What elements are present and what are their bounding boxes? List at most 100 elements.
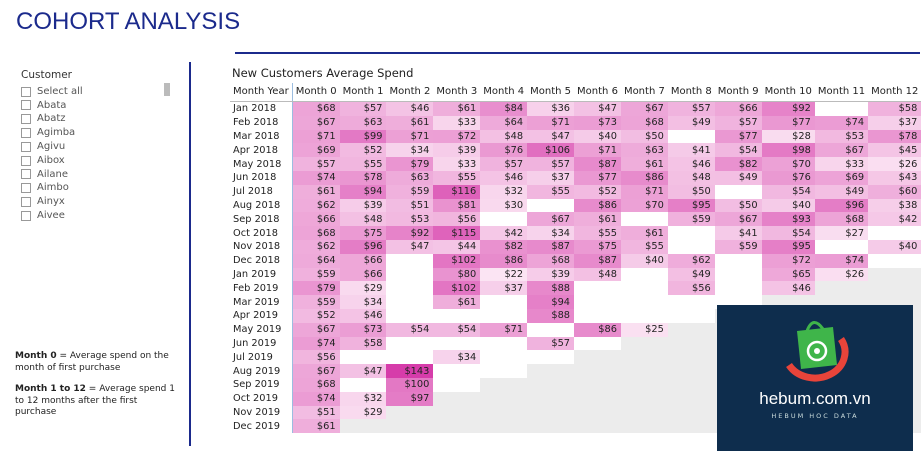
slicer-item[interactable]: Ailane	[21, 168, 83, 182]
cell	[527, 323, 574, 337]
cell: $28	[761, 129, 815, 144]
slicer-item[interactable]: Agivu	[21, 140, 83, 154]
cell: $70	[620, 198, 668, 213]
cell	[386, 350, 433, 364]
slicer-item[interactable]: Agimba	[21, 126, 83, 140]
cell: $76	[761, 170, 815, 185]
cell	[386, 337, 433, 351]
checkbox[interactable]	[21, 100, 31, 111]
cell: $39	[527, 267, 575, 282]
cell: $47	[386, 239, 434, 254]
row-label: Jun 2019	[233, 337, 277, 349]
row-label: Mar 2019	[233, 296, 280, 308]
cell: $77	[761, 115, 815, 130]
page-title: COHORT ANALYSIS	[16, 8, 241, 35]
checkbox[interactable]	[21, 114, 31, 125]
cell: $61	[291, 184, 340, 199]
checkbox[interactable]	[21, 210, 31, 221]
cell: $86	[620, 170, 668, 185]
cell	[433, 309, 480, 323]
cell: $32	[339, 391, 387, 406]
cell	[340, 378, 387, 392]
cell: $69	[291, 143, 340, 158]
cell	[621, 309, 668, 323]
cell	[621, 295, 668, 309]
checkbox[interactable]	[21, 128, 31, 139]
cell: $67	[814, 143, 869, 158]
slicer-item[interactable]: Abatz	[21, 112, 83, 126]
slicer-item[interactable]: Ainyx	[21, 195, 83, 209]
cell: $67	[527, 212, 575, 227]
cell	[527, 419, 575, 434]
cell: $34	[386, 143, 434, 158]
cell: $54	[386, 322, 434, 337]
cell: $63	[620, 143, 668, 158]
cell: $115	[433, 226, 481, 240]
cell: $57	[667, 101, 715, 116]
cell: $29	[339, 281, 387, 296]
cell: $57	[291, 157, 340, 171]
checkbox[interactable]	[21, 86, 31, 97]
cell: $38	[868, 198, 922, 213]
cell: $49	[667, 115, 715, 130]
row-label: Mar 2018	[233, 130, 280, 142]
column-header: Month 4	[480, 83, 528, 102]
cell: $56	[291, 350, 340, 365]
cell	[668, 309, 715, 323]
cell	[668, 240, 715, 254]
cell: $55	[339, 157, 387, 171]
checkbox[interactable]	[21, 197, 31, 208]
cell: $68	[291, 101, 340, 116]
table-row: Jan 2018 $68 $57 $46 $61 $84 $36 $47 $67 $57 $66 $9…	[230, 101, 922, 116]
logo-tagline: HEBUM HOC DATA	[771, 412, 859, 420]
table-row: Feb 2019 $79 $29 $102 $37 $88 $56 $46	[230, 281, 922, 296]
table-row: Oct 2018 $68 $75 $92 $115 $42 $34 $55 $61 $41 $54 $…	[230, 226, 921, 240]
cell	[574, 350, 621, 365]
cell	[480, 364, 527, 378]
table-row: Apr 2018 $69 $52 $34 $39 $76 $106 $71 $63 $41 $54 $…	[230, 143, 922, 158]
cell: $45	[868, 143, 922, 158]
scrollbar[interactable]	[164, 83, 170, 96]
slicer-item[interactable]: Aivee	[21, 209, 83, 223]
cell: $66	[339, 253, 387, 268]
slicer-item[interactable]: Select all	[21, 85, 83, 99]
slicer-item[interactable]: Aibox	[21, 154, 83, 168]
cell: $100	[386, 377, 434, 392]
cell	[480, 419, 528, 434]
checkbox[interactable]	[21, 183, 31, 194]
cell: $87	[574, 157, 621, 171]
cell: $92	[386, 226, 434, 240]
checkbox[interactable]	[21, 169, 31, 180]
row-label: Apr 2018	[233, 144, 278, 156]
cell	[621, 268, 668, 282]
table-title: New Customers Average Spend	[232, 66, 414, 80]
cell: $56	[667, 281, 715, 296]
slicer-label: Aimbo	[37, 182, 69, 194]
cell: $106	[527, 143, 575, 158]
row-label: Feb 2019	[233, 282, 279, 294]
table-row: Jan 2019 $59 $66 $80 $22 $39 $48 $49 $65 $26	[230, 267, 922, 282]
cell: $54	[714, 143, 762, 158]
slicer-item[interactable]: Abata	[21, 99, 83, 113]
cell	[574, 391, 621, 406]
cell: $53	[386, 212, 434, 227]
cell: $37	[527, 170, 575, 185]
cell	[574, 281, 621, 295]
cell	[480, 350, 527, 364]
checkbox[interactable]	[21, 155, 31, 166]
cell: $96	[339, 239, 387, 254]
cell: $56	[433, 212, 481, 227]
cell	[433, 378, 480, 392]
cell: $75	[574, 239, 621, 254]
row-label: Jul 2019	[233, 351, 273, 363]
row-label: Jan 2019	[233, 268, 277, 280]
cell: $53	[814, 129, 869, 144]
slicer-label: Ailane	[37, 168, 69, 180]
slicer-item[interactable]: Aimbo	[21, 181, 83, 195]
row-label: Aug 2019	[233, 365, 281, 377]
cell: $98	[761, 143, 815, 158]
cell: $40	[761, 198, 815, 213]
checkbox[interactable]	[21, 141, 31, 152]
cell	[480, 377, 528, 392]
row-label: Oct 2019	[233, 393, 278, 405]
